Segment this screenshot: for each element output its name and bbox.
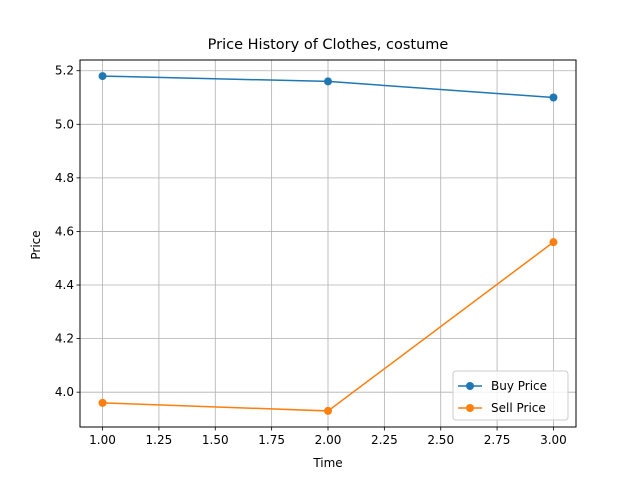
- legend-marker-buy-price: [466, 382, 474, 390]
- y-tick-label: 4.2: [55, 332, 74, 346]
- x-tick-label: 2.25: [371, 433, 398, 447]
- legend-label-sell-price: Sell Price: [491, 401, 546, 415]
- x-tick-label: 1.75: [258, 433, 285, 447]
- y-tick-label: 4.6: [55, 224, 74, 238]
- x-tick-label: 2.00: [315, 433, 342, 447]
- x-axis-title: Time: [312, 456, 342, 470]
- chart-title: Price History of Clothes, costume: [208, 37, 449, 53]
- data-point-sell-price: [98, 398, 107, 407]
- y-tick-label: 5.2: [55, 64, 74, 78]
- x-tick-label: 2.75: [484, 433, 511, 447]
- x-tick-label: 1.50: [202, 433, 229, 447]
- x-axis: 1.00 1.25 1.50 1.75 2.00 2.25 2.50 2.75 3.00: [89, 427, 567, 447]
- series-lines: [98, 72, 558, 415]
- x-tick-label: 2.50: [427, 433, 454, 447]
- y-tick-label: 4.8: [55, 171, 74, 185]
- x-tick-label: 1.00: [89, 433, 116, 447]
- data-point-buy-price: [324, 77, 332, 86]
- legend: Buy Price Sell Price: [452, 370, 569, 421]
- data-point-sell-price: [549, 238, 558, 247]
- y-tick-label: 4.0: [55, 385, 74, 399]
- data-point-buy-price: [549, 93, 558, 102]
- legend-marker-sell-price: [466, 404, 474, 412]
- data-point-buy-price: [98, 72, 107, 81]
- data-point-sell-price: [324, 406, 332, 415]
- y-axis-title: Price: [29, 230, 43, 259]
- y-tick-label: 4.4: [55, 278, 74, 292]
- legend-label-buy-price: Buy Price: [491, 379, 547, 393]
- y-tick-label: 5.0: [55, 117, 74, 131]
- x-tick-label: 3.00: [540, 433, 567, 447]
- x-tick-label: 1.25: [146, 433, 173, 447]
- y-axis: 4.0 4.2 4.4 4.6 4.8 5.0 5.2: [55, 64, 80, 399]
